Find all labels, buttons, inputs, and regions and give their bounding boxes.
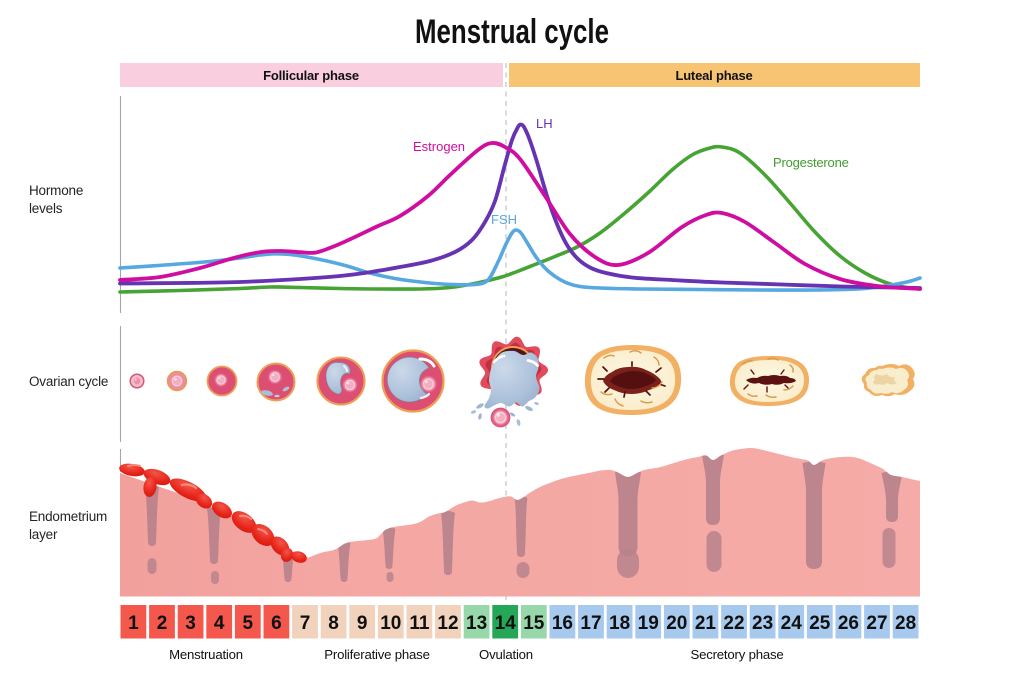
svg-text:28: 28 bbox=[895, 613, 916, 634]
svg-text:10: 10 bbox=[380, 613, 401, 634]
svg-text:2: 2 bbox=[157, 613, 168, 634]
svg-text:Estrogen: Estrogen bbox=[413, 139, 465, 154]
svg-text:17: 17 bbox=[580, 613, 601, 634]
svg-text:Progesterone: Progesterone bbox=[773, 155, 849, 170]
svg-text:Luteal phase: Luteal phase bbox=[675, 68, 752, 83]
svg-text:5: 5 bbox=[243, 613, 254, 634]
svg-text:18: 18 bbox=[609, 613, 630, 634]
svg-text:13: 13 bbox=[466, 613, 487, 634]
svg-text:26: 26 bbox=[838, 613, 859, 634]
svg-text:24: 24 bbox=[781, 613, 803, 634]
svg-text:27: 27 bbox=[866, 613, 887, 634]
svg-text:12: 12 bbox=[437, 613, 458, 634]
svg-text:19: 19 bbox=[638, 613, 659, 634]
svg-text:FSH: FSH bbox=[491, 212, 517, 227]
svg-text:16: 16 bbox=[552, 613, 573, 634]
svg-text:7: 7 bbox=[300, 613, 311, 634]
svg-text:25: 25 bbox=[809, 613, 831, 634]
svg-text:Proliferative phase: Proliferative phase bbox=[324, 647, 429, 662]
svg-text:Ovulation: Ovulation bbox=[479, 647, 533, 662]
svg-text:11: 11 bbox=[409, 613, 430, 634]
svg-text:21: 21 bbox=[695, 613, 717, 634]
svg-text:layer: layer bbox=[29, 527, 58, 542]
svg-text:9: 9 bbox=[357, 613, 368, 634]
svg-text:20: 20 bbox=[666, 613, 687, 634]
svg-text:8: 8 bbox=[328, 613, 339, 634]
svg-text:6: 6 bbox=[271, 613, 282, 634]
svg-text:15: 15 bbox=[523, 613, 545, 634]
svg-text:14: 14 bbox=[495, 613, 517, 634]
svg-text:Ovarian cycle: Ovarian cycle bbox=[29, 374, 108, 389]
svg-text:1: 1 bbox=[128, 613, 139, 634]
svg-text:LH: LH bbox=[536, 116, 553, 131]
svg-text:Secretory phase: Secretory phase bbox=[690, 647, 783, 662]
svg-text:4: 4 bbox=[214, 613, 225, 634]
svg-text:22: 22 bbox=[723, 613, 744, 634]
svg-text:Endometrium: Endometrium bbox=[29, 509, 107, 524]
svg-text:23: 23 bbox=[752, 613, 773, 634]
svg-text:levels: levels bbox=[29, 201, 63, 216]
svg-text:Menstrual cycle: Menstrual cycle bbox=[415, 13, 609, 51]
svg-text:Hormone: Hormone bbox=[29, 183, 83, 198]
svg-text:Follicular phase: Follicular phase bbox=[263, 68, 359, 83]
svg-text:Menstruation: Menstruation bbox=[169, 647, 243, 662]
svg-text:3: 3 bbox=[185, 613, 196, 634]
